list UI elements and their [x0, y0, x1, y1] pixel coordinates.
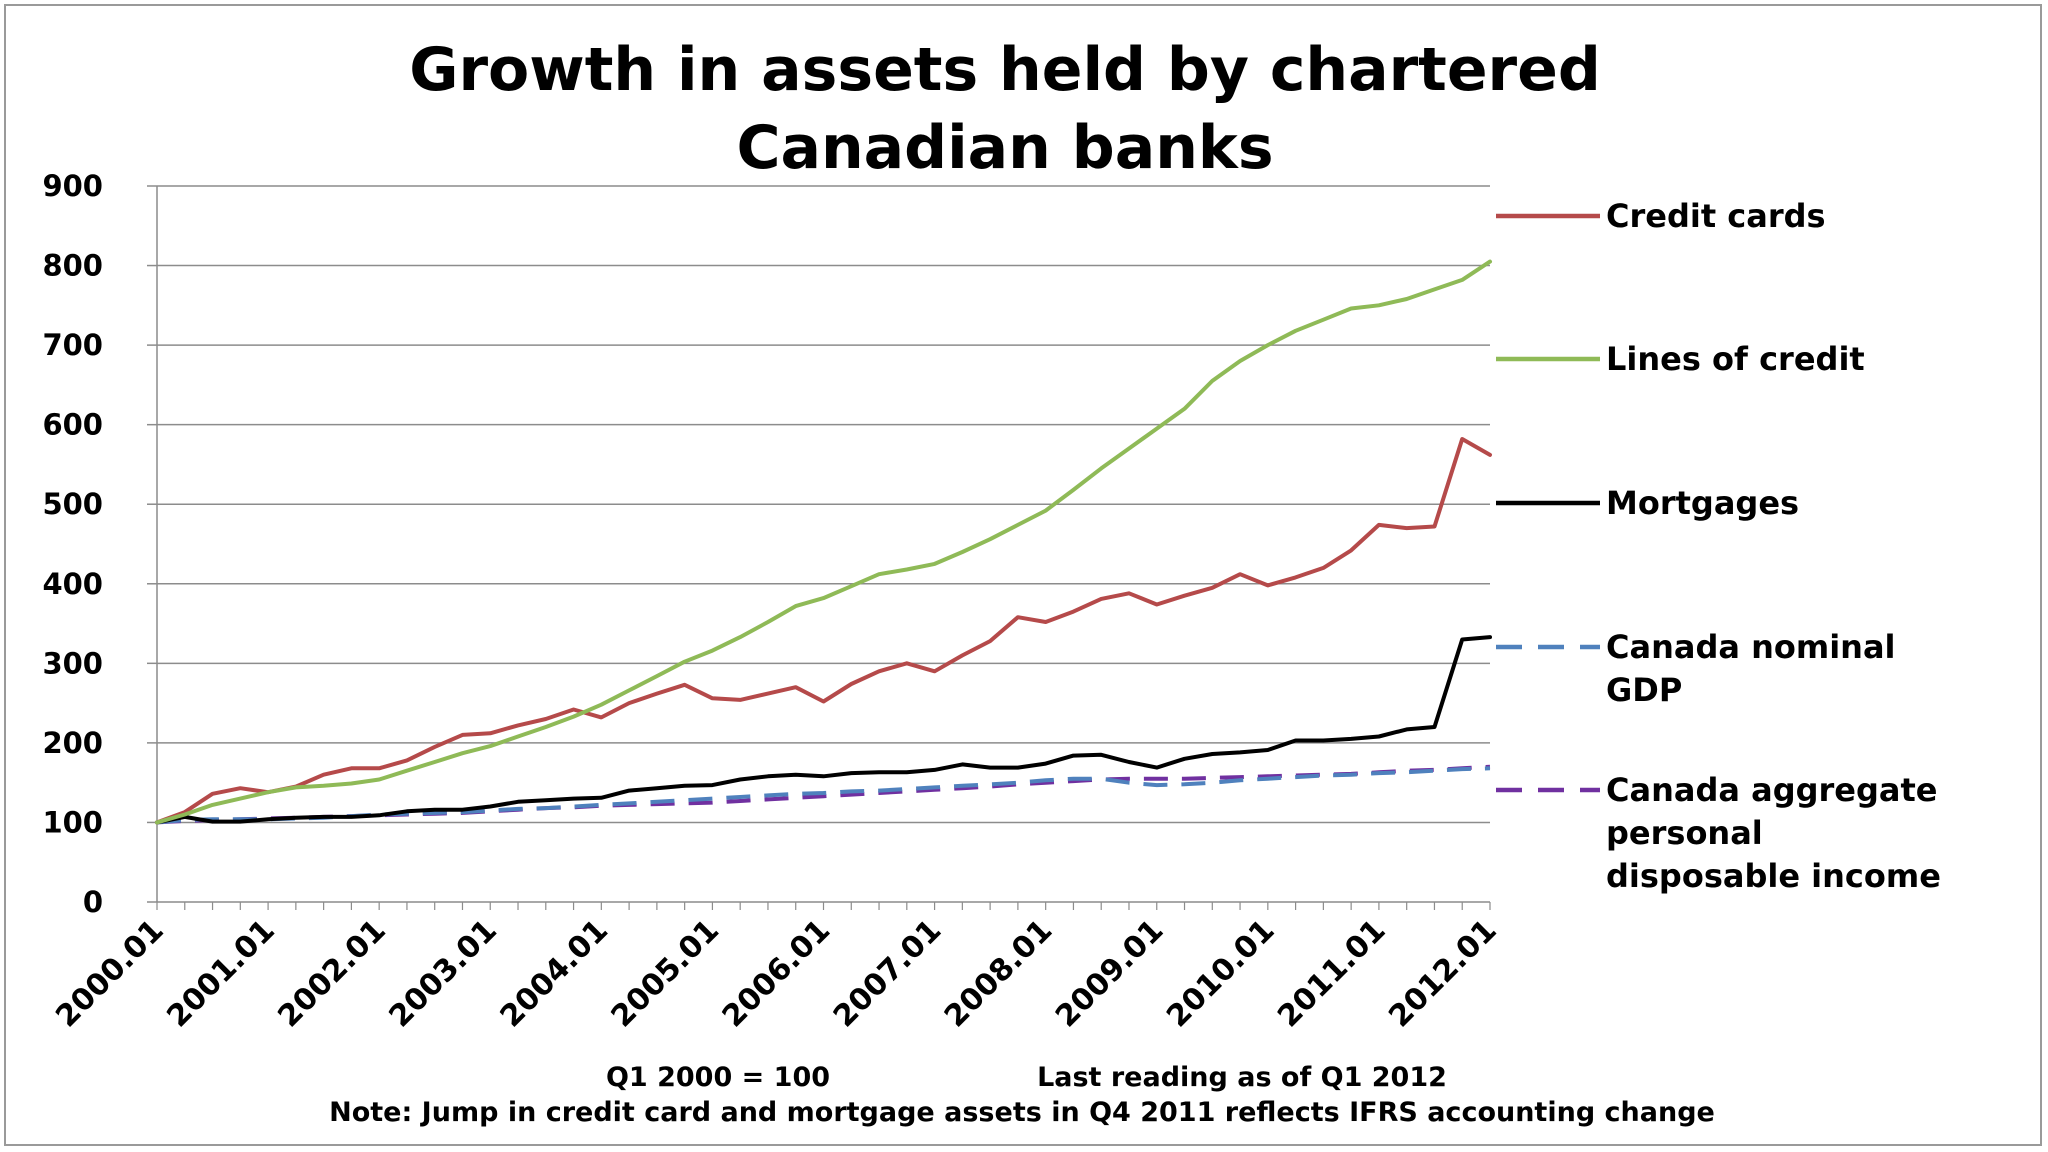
legend-label-1-0: Lines of credit	[1606, 340, 1865, 378]
y-tick-label-800: 800	[42, 249, 103, 283]
series-line-1	[155, 259, 1492, 825]
y-tick-label-0: 0	[83, 885, 103, 919]
series-line-0	[155, 437, 1492, 825]
legend-label-3-0: Canada nominal	[1606, 628, 1896, 666]
legend-label-2-0: Mortgages	[1606, 484, 1799, 522]
legend-label-4-2: disposable income	[1606, 857, 1941, 895]
chart-title-line-1: Growth in assets held by chartered	[409, 35, 1601, 105]
chart-frame	[4, 4, 2042, 1146]
x-tick-label-2009.01: 2009.01	[1049, 913, 1170, 1034]
series-line-2	[155, 635, 1492, 825]
x-tick-label-2005.01: 2005.01	[605, 913, 726, 1034]
x-tick-label-2011.01: 2011.01	[1271, 913, 1392, 1034]
x-tick-label-2012.01: 2012.01	[1382, 913, 1503, 1034]
gridlines	[157, 185, 1490, 824]
series-line-4	[156, 764, 1491, 825]
y-tick-label-400: 400	[42, 567, 103, 601]
x-tick-label-2010.01: 2010.01	[1160, 913, 1281, 1034]
x-tick-label-2006.01: 2006.01	[716, 913, 837, 1034]
y-tick-label-100: 100	[42, 805, 103, 839]
x-tick-label-2007.01: 2007.01	[827, 913, 948, 1034]
axes	[147, 185, 1491, 910]
legend-label-4-0: Canada aggregate	[1606, 771, 1937, 809]
x-tick-label-2000.01: 2000.01	[49, 913, 170, 1034]
y-tick-label-700: 700	[42, 328, 103, 362]
series-lines	[155, 259, 1492, 825]
y-tick-label-500: 500	[42, 487, 103, 521]
x-tick-label-2001.01: 2001.01	[160, 913, 281, 1034]
legend-label-3-1: GDP	[1606, 671, 1682, 709]
note-last-reading: Last reading as of Q1 2012	[1037, 1062, 1447, 1093]
legend: Credit cards Lines of credit Mortgages Cana…	[1496, 197, 1941, 895]
y-tick-label-600: 600	[42, 408, 103, 442]
y-tick-label-300: 300	[42, 646, 103, 680]
x-axis-tick-labels: 2000.012001.012002.012003.012004.012005.…	[49, 913, 1503, 1034]
legend-label-4-1: personal	[1606, 814, 1763, 852]
y-tick-label-200: 200	[42, 726, 103, 760]
y-tick-label-900: 900	[42, 169, 103, 203]
chart-title-line-2: Canadian banks	[736, 113, 1273, 183]
x-tick-label-2003.01: 2003.01	[383, 913, 504, 1034]
y-axis-tick-labels: 0 100 200 300 400 500 600 700 800 900	[42, 169, 103, 919]
x-tick-label-2002.01: 2002.01	[271, 913, 392, 1034]
note-base-value: Q1 2000 = 100	[606, 1062, 830, 1093]
x-tick-label-2004.01: 2004.01	[494, 913, 615, 1034]
note-footnote: Note: Jump in credit card and mortgage a…	[329, 1097, 1715, 1128]
legend-label-0-0: Credit cards	[1606, 197, 1826, 235]
x-tick-label-2008.01: 2008.01	[938, 913, 1059, 1034]
series-line-3	[156, 766, 1491, 825]
